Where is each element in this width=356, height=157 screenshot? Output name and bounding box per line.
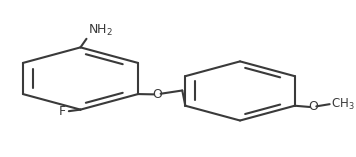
Text: F: F	[58, 105, 66, 118]
Text: O: O	[308, 100, 318, 114]
Text: CH$_3$: CH$_3$	[331, 97, 355, 112]
Text: O: O	[152, 88, 162, 101]
Text: NH$_2$: NH$_2$	[88, 23, 113, 38]
